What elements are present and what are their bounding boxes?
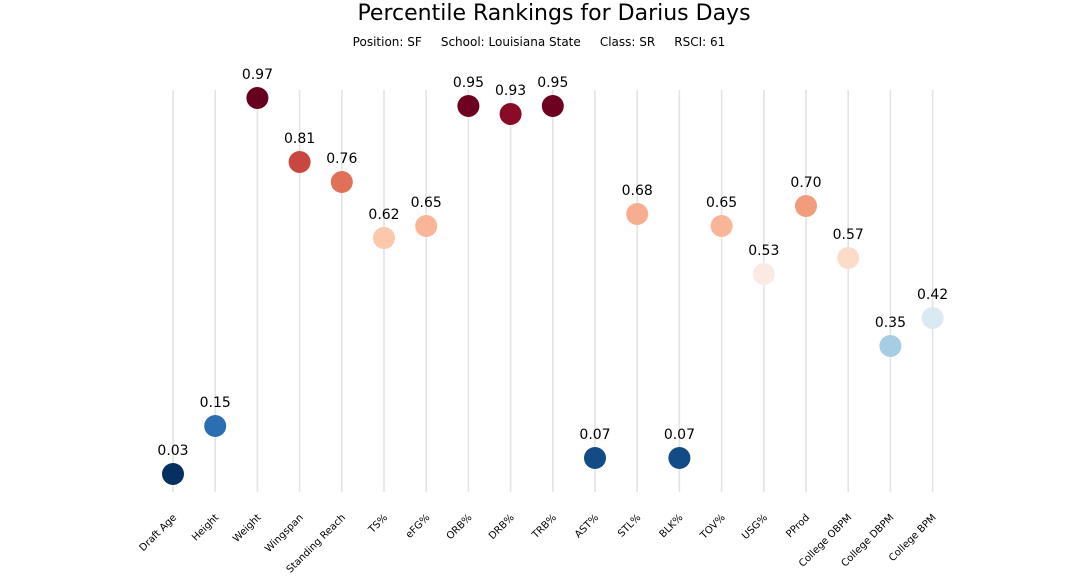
value-label: 0.95: [453, 75, 484, 91]
value-label: 0.93: [495, 83, 526, 99]
x-tick-label: TS%: [366, 512, 390, 536]
data-point: [668, 447, 691, 469]
x-tick-label: STL%: [616, 512, 643, 539]
data-point: [288, 151, 311, 173]
data-point: [246, 87, 269, 109]
x-tick-label: TOV%: [698, 512, 728, 542]
value-label: 0.03: [157, 443, 188, 459]
data-point: [499, 103, 522, 125]
data-point: [921, 307, 944, 329]
data-point: [795, 195, 817, 217]
x-tick-label: Wingspan: [263, 512, 306, 555]
data-point: [162, 463, 184, 485]
value-label: 0.95: [537, 75, 568, 91]
value-label: 0.35: [875, 315, 906, 331]
x-tick-label: TRB%: [530, 512, 559, 541]
value-label: 0.65: [706, 195, 737, 211]
data-point: [457, 95, 480, 117]
data-point: [879, 335, 902, 357]
x-tick-label: Weight: [231, 512, 263, 544]
chart-subtitle: Position: SF School: Louisiana State Cla…: [353, 35, 726, 49]
value-label: 0.81: [284, 131, 315, 147]
data-point: [584, 447, 606, 469]
data-points: [162, 87, 944, 485]
value-label: 0.65: [411, 195, 442, 211]
value-labels: 0.03 0.15 0.97 0.81 0.76 0.62 0.65 0.95 0.93 0.95…: [157, 67, 948, 459]
x-tick-label: USG%: [740, 512, 770, 542]
value-label: 0.70: [790, 175, 821, 191]
data-point: [752, 263, 775, 285]
data-point: [204, 415, 227, 437]
x-tick-label: ORB%: [445, 512, 475, 542]
category-lines: [172, 90, 934, 492]
value-label: 0.07: [664, 427, 695, 443]
x-tick-label: eFG%: [404, 512, 432, 540]
x-tick-label: DRB%: [487, 512, 517, 542]
data-point: [837, 247, 860, 269]
data-point: [415, 215, 438, 237]
data-point: [710, 215, 733, 237]
x-tick-label: PProd: [784, 512, 812, 540]
value-label: 0.57: [833, 227, 864, 243]
x-tick-label: Height: [190, 512, 221, 543]
x-tick-label: Draft Age: [138, 512, 180, 554]
value-label: 0.42: [917, 287, 948, 303]
value-label: 0.53: [748, 243, 779, 259]
x-tick-label: BLK%: [658, 512, 686, 540]
value-label: 0.15: [200, 395, 231, 411]
value-label: 0.68: [622, 183, 653, 199]
value-label: 0.97: [242, 67, 273, 83]
data-point: [330, 171, 353, 193]
value-label: 0.07: [579, 427, 610, 443]
value-label: 0.62: [368, 207, 399, 223]
chart-title: Percentile Rankings for Darius Days: [357, 1, 750, 26]
value-label: 0.76: [326, 151, 357, 167]
x-tick-label: AST%: [573, 512, 601, 540]
data-point: [541, 95, 564, 117]
data-point: [373, 227, 395, 249]
data-point: [626, 203, 649, 225]
